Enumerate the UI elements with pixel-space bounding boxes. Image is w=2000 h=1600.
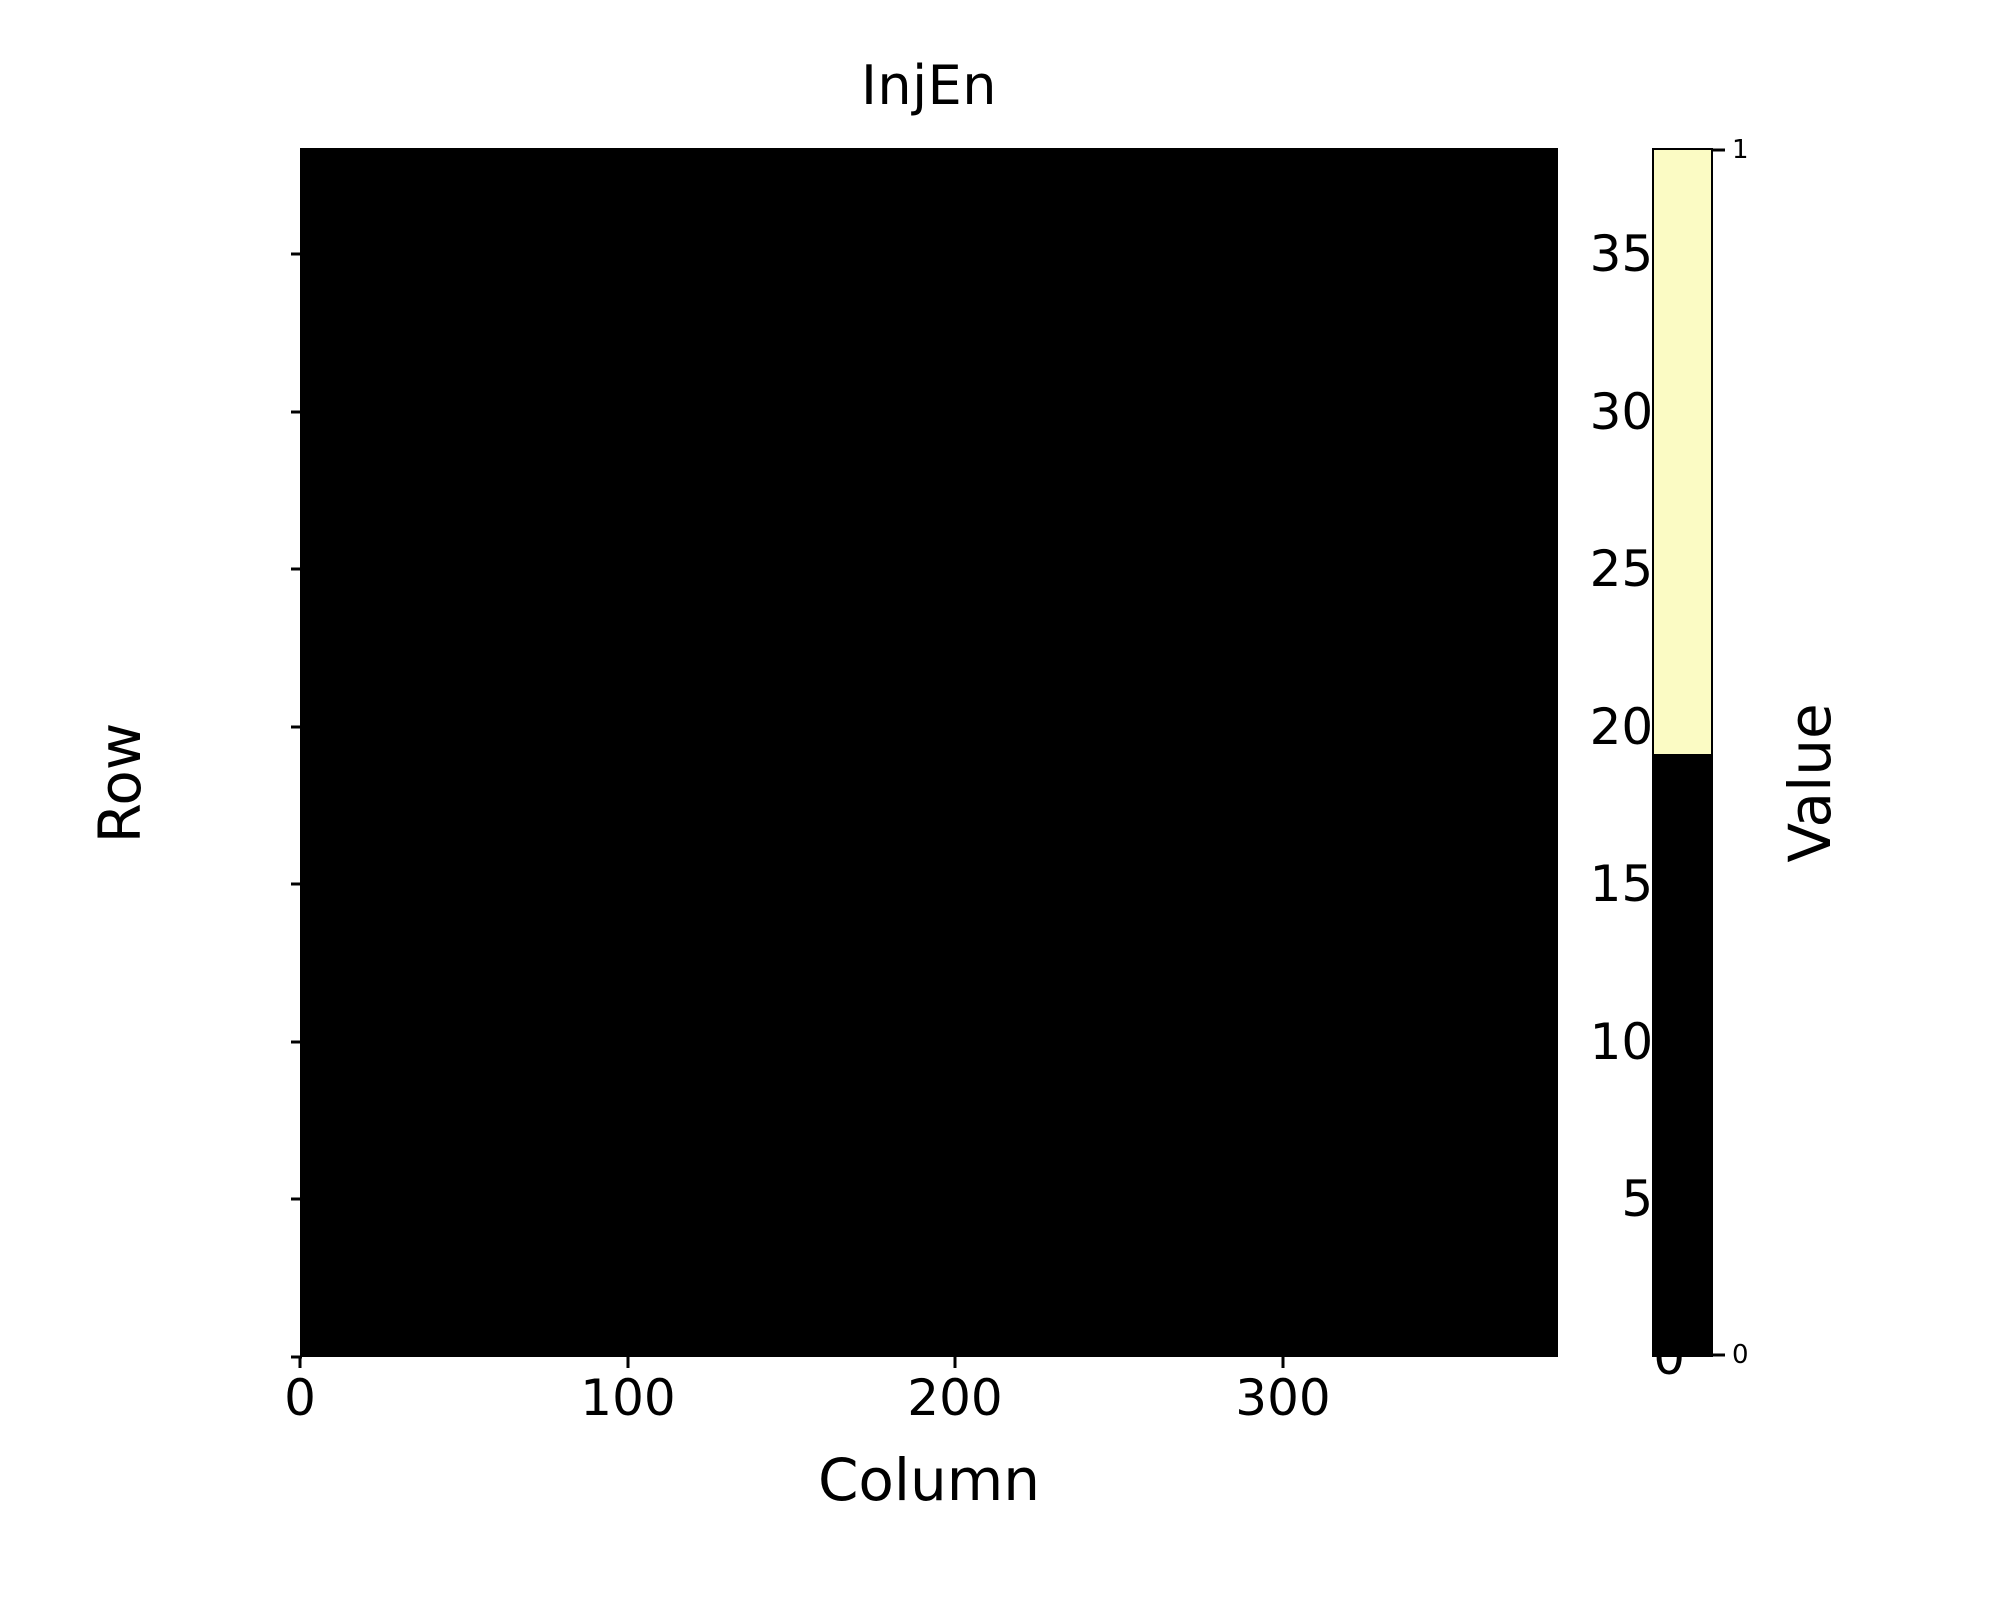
x-axis-label: Column [817, 1446, 1041, 1514]
y-tick-mark [291, 252, 302, 256]
colorbar-high-band [1654, 150, 1711, 754]
y-tick-mark [291, 725, 302, 729]
x-tick-mark [1281, 1357, 1285, 1368]
colorbar-low-band [1654, 753, 1711, 1355]
y-tick-mark [291, 882, 302, 886]
x-tick-mark [298, 1357, 302, 1368]
y-tick-mark [291, 567, 302, 571]
x-tick-label: 0 [284, 1369, 316, 1427]
colorbar-tick-label: 1 [1732, 135, 1749, 165]
x-tick-label: 100 [580, 1369, 676, 1427]
y-tick-mark [291, 1355, 302, 1359]
page-title: InjEn [861, 54, 997, 117]
x-tick-mark [953, 1357, 957, 1368]
x-tick-mark [626, 1357, 630, 1368]
colorbar[interactable] [1652, 148, 1713, 1357]
x-tick-label: 200 [907, 1369, 1003, 1427]
y-tick-mark [291, 410, 302, 414]
y-axis-label: Row [86, 722, 154, 844]
y-tick-mark [291, 1197, 302, 1201]
colorbar-tick-label: 0 [1732, 1340, 1749, 1370]
plot-area[interactable] [300, 148, 1558, 1357]
heatmap-image[interactable] [300, 148, 1558, 1357]
x-tick-label: 300 [1235, 1369, 1331, 1427]
colorbar-label: Value [1776, 703, 1844, 863]
colorbar-tick-mark [1713, 148, 1725, 152]
colorbar-tick-mark [1713, 1353, 1725, 1357]
y-tick-mark [291, 1040, 302, 1044]
